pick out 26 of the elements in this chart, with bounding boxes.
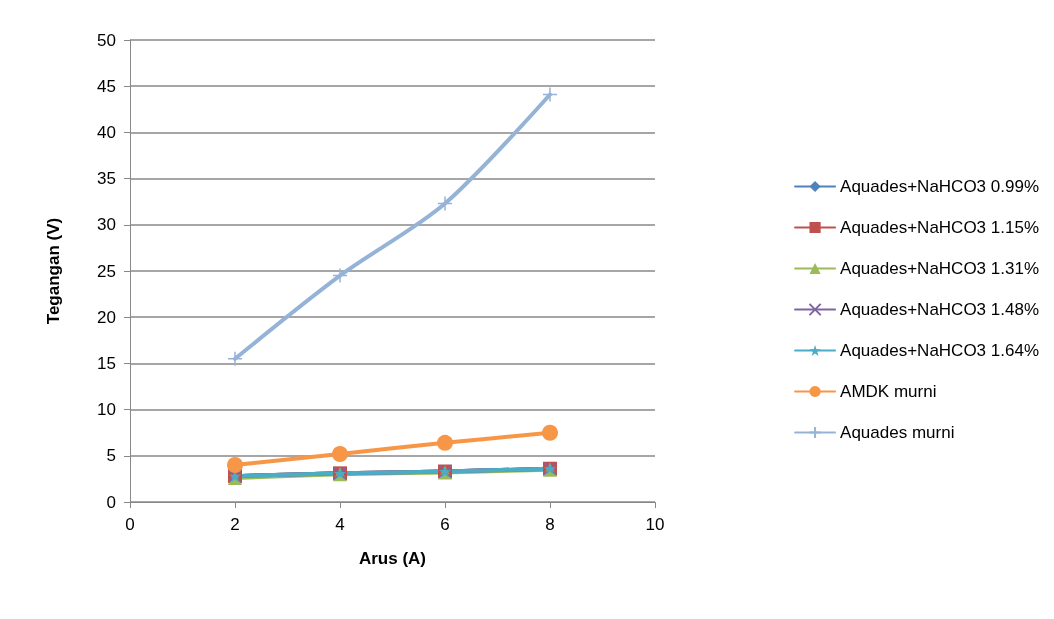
legend-label: AMDK murni [840,382,937,401]
y-tick-label: 30 [97,215,116,235]
legend-label: Aquades+NaHCO3 1.31% [840,259,1040,278]
y-tick-label: 45 [97,76,116,96]
x-tick-label: 4 [335,515,345,534]
x-tick-label: 8 [545,515,555,534]
x-tick-label: 0 [125,515,135,534]
y-tick-label: 25 [97,261,116,281]
x-tick-label: 2 [230,515,240,534]
legend-label: Aquades murni [840,423,955,442]
y-tick-label: 20 [97,307,116,327]
y-tick-label: 0 [106,492,116,512]
y-tick-label: 5 [106,446,116,466]
x-tick-label: 6 [440,515,450,534]
y-tick-label: 15 [97,353,116,373]
y-tick-label: 50 [97,30,116,50]
x-axis-title: Arus (A) [358,549,427,568]
y-axis-title: Tegangan (V) [44,217,63,325]
x-tick-label: 10 [645,515,665,534]
y-tick-label: 35 [97,169,116,189]
legend-label: Aquades+NaHCO3 1.48% [840,300,1040,319]
y-tick-label: 10 [97,400,116,420]
legend-label: Aquades+NaHCO3 1.15% [840,218,1040,237]
legend-label: Aquades+NaHCO3 1.64% [840,341,1040,360]
legend-label: Aquades+NaHCO3 0.99% [840,177,1040,196]
y-tick-label: 40 [97,122,116,142]
